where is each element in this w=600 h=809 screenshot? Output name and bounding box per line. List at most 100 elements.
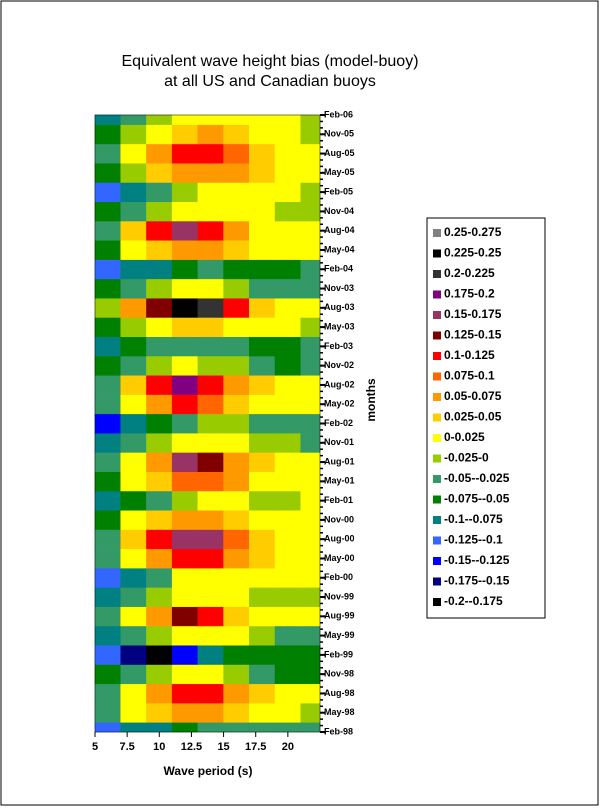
contour-cell xyxy=(120,297,147,318)
contour-cell xyxy=(197,336,224,357)
contour-cell xyxy=(197,567,224,588)
contour-cell xyxy=(197,471,224,492)
y-tick-label: Aug-02 xyxy=(324,379,355,389)
contour-cell xyxy=(197,201,224,222)
contour-cell xyxy=(249,201,276,222)
contour-cell xyxy=(274,394,301,415)
contour-cell xyxy=(94,625,121,646)
contour-cell xyxy=(171,220,199,241)
contour-cell xyxy=(197,529,224,550)
legend-label: -0.2--0.175 xyxy=(444,594,503,608)
contour-cell xyxy=(146,201,173,222)
contour-cell xyxy=(300,124,321,145)
contour-cell xyxy=(146,375,173,395)
contour-cell xyxy=(274,317,301,337)
contour-cell xyxy=(249,548,276,569)
contour-cell xyxy=(94,259,121,280)
contour-cell xyxy=(146,124,173,145)
contour-cell xyxy=(197,220,224,241)
y-tick-label: May-02 xyxy=(324,399,355,409)
contour-cell xyxy=(223,567,250,588)
y-tick-label: May-05 xyxy=(324,167,355,177)
contour-cell xyxy=(274,664,301,685)
contour-cell xyxy=(300,432,321,453)
contour-cell xyxy=(94,317,121,337)
legend-label: 0.125-0.15 xyxy=(444,328,502,342)
contour-cell xyxy=(197,162,224,183)
contour-cell xyxy=(249,220,276,241)
legend-swatch xyxy=(433,229,441,237)
contour-cell xyxy=(171,587,199,607)
legend-swatch xyxy=(433,290,441,299)
contour-cell xyxy=(120,317,147,337)
contour-cell xyxy=(146,182,173,203)
contour-cell xyxy=(94,432,121,453)
y-tick-label: Aug-04 xyxy=(324,225,355,235)
contour-cell xyxy=(146,722,173,733)
legend-label: -0.025-0 xyxy=(444,451,489,465)
contour-cell xyxy=(300,375,321,395)
contour-cell xyxy=(94,606,121,627)
contour-cell xyxy=(300,548,321,569)
contour-cell xyxy=(171,644,199,665)
y-tick-label: Feb-06 xyxy=(324,109,353,119)
x-tick-label: 7.5 xyxy=(119,741,134,753)
contour-cell xyxy=(146,490,173,511)
contour-cell xyxy=(223,182,250,203)
y-tick-label: Nov-02 xyxy=(324,360,354,370)
contour-cell xyxy=(171,114,199,125)
contour-cell xyxy=(197,432,224,453)
contour-cell xyxy=(300,317,321,337)
contour-cell xyxy=(274,413,301,434)
y-tick-label: Nov-01 xyxy=(324,437,354,447)
contour-cell xyxy=(223,722,250,733)
contour-cell xyxy=(249,529,276,550)
contour-cell xyxy=(120,394,147,415)
contour-cell xyxy=(300,182,321,203)
contour-cell xyxy=(249,567,276,588)
contour-cell xyxy=(171,124,199,145)
contour-cell xyxy=(300,355,321,376)
contour-cell xyxy=(120,124,147,145)
x-axis-label: Wave period (s) xyxy=(164,764,253,778)
contour-cell xyxy=(223,220,250,241)
y-tick-label: Aug-05 xyxy=(324,148,355,158)
y-tick-label: Feb-98 xyxy=(324,726,353,736)
contour-cell xyxy=(249,683,276,704)
contour-cell xyxy=(223,644,250,665)
legend-label: 0.225-0.25 xyxy=(444,246,502,260)
contour-cell xyxy=(146,567,173,588)
contour-cell xyxy=(120,471,147,492)
contour-cell xyxy=(94,548,121,569)
legend-label: 0-0.025 xyxy=(444,430,485,444)
contour-cell xyxy=(274,432,301,453)
contour-cell xyxy=(300,664,321,685)
contour-cell xyxy=(249,587,276,607)
contour-cell xyxy=(274,702,301,723)
x-tick-label: 20 xyxy=(282,741,294,753)
contour-cell xyxy=(197,490,224,511)
contour-cell xyxy=(300,683,321,704)
contour-cell xyxy=(120,529,147,550)
contour-cell xyxy=(120,644,147,665)
y-tick-label: May-01 xyxy=(324,476,355,486)
contour-cell xyxy=(274,182,301,203)
contour-cell xyxy=(197,702,224,723)
contour-cell xyxy=(300,644,321,665)
y-tick-label: May-99 xyxy=(324,630,355,640)
contour-cell xyxy=(197,587,224,607)
legend-box xyxy=(426,217,546,619)
y-tick-label: May-98 xyxy=(324,707,355,717)
contour-cell xyxy=(171,201,199,222)
contour-cell xyxy=(223,625,250,646)
contour-cell xyxy=(94,114,121,125)
contour-cell xyxy=(94,664,121,685)
y-tick-label: Nov-05 xyxy=(324,129,354,139)
contour-cell xyxy=(197,278,224,299)
contour-cell xyxy=(274,471,301,492)
contour-cell xyxy=(120,510,147,530)
legend-swatch xyxy=(433,475,441,483)
contour-cell xyxy=(171,567,199,588)
contour-cell xyxy=(146,162,173,183)
